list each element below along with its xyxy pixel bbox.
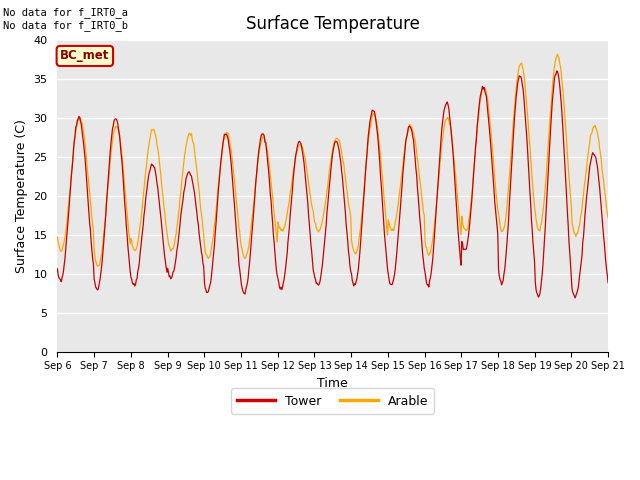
Text: BC_met: BC_met bbox=[60, 49, 109, 62]
X-axis label: Time: Time bbox=[317, 377, 348, 390]
Legend: Tower, Arable: Tower, Arable bbox=[231, 388, 435, 414]
Text: No data for f_IRT0_a
No data for f_IRT0_b: No data for f_IRT0_a No data for f_IRT0_… bbox=[3, 7, 128, 31]
Y-axis label: Surface Temperature (C): Surface Temperature (C) bbox=[15, 119, 28, 273]
Title: Surface Temperature: Surface Temperature bbox=[246, 15, 420, 33]
